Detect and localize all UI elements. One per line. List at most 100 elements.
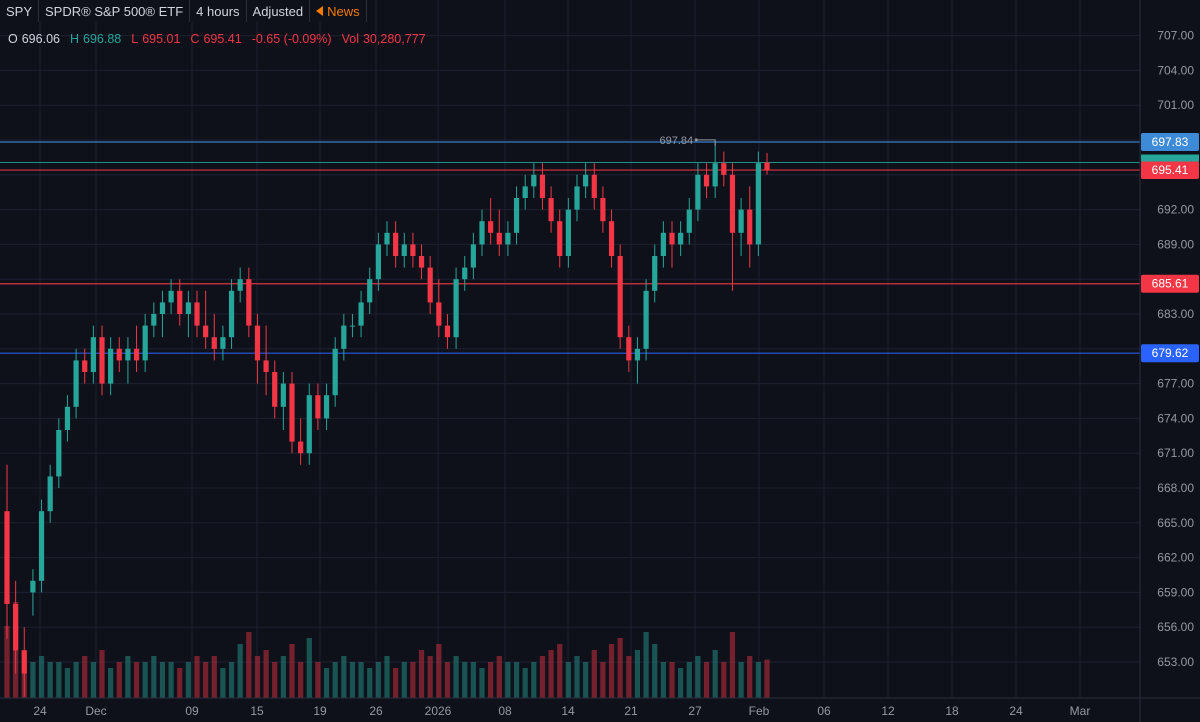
candle-body xyxy=(38,511,45,581)
price-tick-label: 704.00 xyxy=(1157,63,1194,77)
price-badge xyxy=(1141,161,1199,180)
volume-bar xyxy=(116,662,122,698)
candle-body xyxy=(418,256,425,268)
price-badge xyxy=(1141,132,1199,151)
horizontal-lines[interactable]: 697.83 695.41 685.61 679.62 xyxy=(0,132,1199,363)
candle-body xyxy=(254,325,261,361)
volume-bar xyxy=(203,662,209,698)
price-tick-label: 707.00 xyxy=(1157,29,1194,43)
volume-bar xyxy=(323,668,330,698)
candle-body xyxy=(280,383,286,407)
price-tick-label: 689.00 xyxy=(1157,237,1194,251)
candle-body xyxy=(608,221,615,256)
candle-body xyxy=(488,221,494,233)
volume-bar xyxy=(686,662,692,698)
open-label: O xyxy=(8,32,18,46)
candle-body xyxy=(479,221,485,245)
candle-body xyxy=(660,232,666,256)
volume-bar xyxy=(142,662,148,698)
volume-bar xyxy=(410,662,416,698)
time-tick-label: 27 xyxy=(688,704,702,718)
candle-body xyxy=(652,256,658,291)
volume-bar xyxy=(444,662,451,698)
volume-bar xyxy=(332,662,338,698)
time-tick-label: 08 xyxy=(498,704,512,718)
candle-body xyxy=(315,395,321,419)
volume-bar xyxy=(82,656,88,698)
candle-body xyxy=(721,163,727,175)
volume-bar xyxy=(90,662,96,698)
candle-body xyxy=(358,302,364,326)
volume-bar xyxy=(298,662,304,698)
price-axis[interactable]: 653.00 656.00 659.00 662.00 665.00 668.00 671.… xyxy=(1139,0,1194,722)
candle-body xyxy=(496,232,502,245)
volume-bar xyxy=(108,668,114,698)
candle-body xyxy=(185,302,191,314)
megaphone-icon xyxy=(316,6,324,16)
candle-body xyxy=(306,395,312,454)
adjustment-button[interactable]: Adjusted xyxy=(246,0,311,22)
candle-body xyxy=(375,244,381,280)
volume-bar xyxy=(747,656,753,698)
volume-bar xyxy=(522,668,528,698)
time-tick-label: Dec xyxy=(85,704,106,718)
candle-body xyxy=(21,650,27,674)
candle-body xyxy=(401,244,407,256)
candle-body xyxy=(583,174,589,187)
high-marker-leader xyxy=(696,139,716,146)
volume-bar xyxy=(272,662,278,698)
candle-body xyxy=(90,337,96,372)
volume-bar xyxy=(462,662,468,698)
volume-bar xyxy=(220,668,226,698)
time-tick-label: 06 xyxy=(817,704,831,718)
candle-body xyxy=(565,209,571,256)
candle-body xyxy=(600,198,606,222)
candle-body xyxy=(436,302,442,326)
news-button[interactable]: News xyxy=(310,0,367,22)
candle-body xyxy=(194,302,200,326)
price-tick-label: 671.00 xyxy=(1157,446,1194,460)
volume-bar xyxy=(194,656,200,698)
last-price-badge xyxy=(1141,154,1199,162)
time-axis[interactable]: 24 Dec 09 15 19 26 2026 08 14 21 27 Feb 06 12 18 24 Mar xyxy=(0,697,1200,718)
volume-bar xyxy=(729,632,736,698)
high-marker: 697.84 xyxy=(660,135,716,147)
volume-bar xyxy=(159,662,166,698)
volume-bar xyxy=(315,662,321,698)
time-tick-label: 14 xyxy=(561,704,575,718)
volume-bar xyxy=(436,644,442,698)
symbol-name[interactable]: SPDR® S&P 500® ETF xyxy=(39,0,191,22)
candle-body xyxy=(289,383,295,442)
volume-bar xyxy=(617,638,623,698)
candle-body xyxy=(626,337,632,361)
volume-bar xyxy=(703,662,710,698)
volume-bar xyxy=(125,656,131,698)
time-tick-label: Feb xyxy=(749,704,770,718)
candle-body xyxy=(686,209,692,233)
candle-body xyxy=(444,325,451,338)
volume-bar xyxy=(427,656,433,698)
volume-bar xyxy=(418,650,425,698)
news-label: News xyxy=(327,3,360,19)
volume-bar xyxy=(133,662,140,698)
symbol-ticker[interactable]: SPY xyxy=(0,0,40,22)
volume-bar xyxy=(565,662,571,698)
volume-bar xyxy=(47,662,53,698)
volume-value: 30,280,777 xyxy=(362,32,426,46)
candle-body xyxy=(747,209,753,245)
candle-body xyxy=(531,174,537,187)
volume-bar xyxy=(211,656,217,698)
volume-bar xyxy=(401,662,407,698)
volume-bar xyxy=(600,662,606,698)
candle-body xyxy=(634,348,641,361)
candle-body xyxy=(703,174,710,187)
volume-bar xyxy=(289,644,295,698)
interval-button[interactable]: 4 hours xyxy=(190,0,247,22)
volume-bar xyxy=(306,638,312,698)
candle-body xyxy=(764,162,770,171)
volume-bar xyxy=(393,668,399,698)
candle-body xyxy=(125,348,131,361)
volume-bar xyxy=(513,662,520,698)
time-tick-label: 24 xyxy=(33,704,47,718)
